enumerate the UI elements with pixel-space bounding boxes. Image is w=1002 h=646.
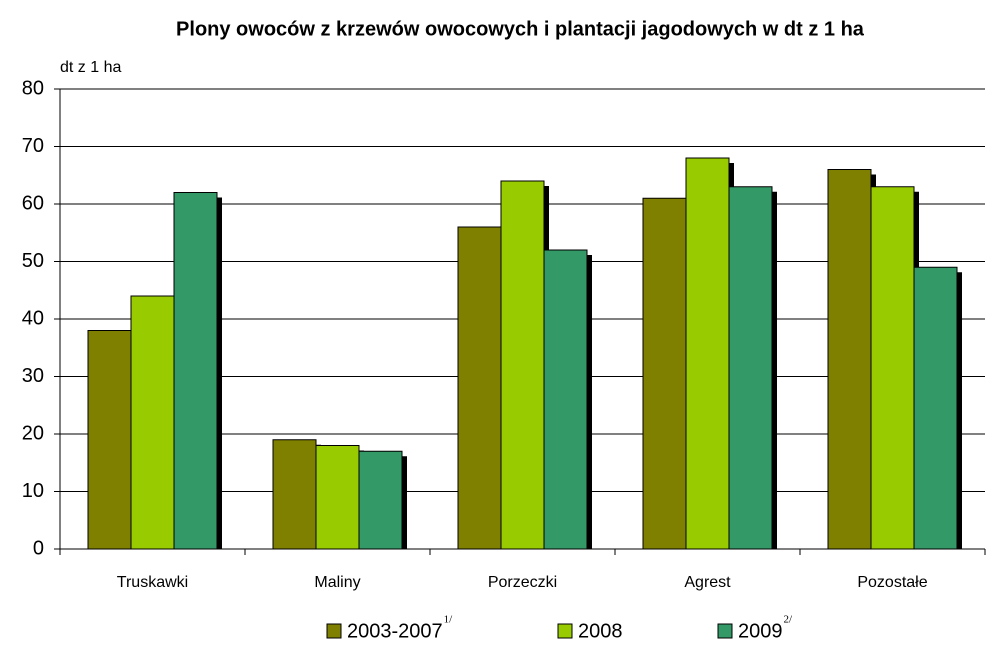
legend-swatch <box>717 623 733 639</box>
bar <box>728 186 773 550</box>
legend-label: 2009 <box>738 620 783 642</box>
y-tick-label: 20 <box>22 422 44 444</box>
bar <box>272 439 317 550</box>
bar <box>870 186 915 550</box>
bar <box>500 180 545 550</box>
legend-note: 1/ <box>444 614 454 626</box>
bar <box>457 226 502 550</box>
y-axis-label: dt z 1 ha <box>60 59 121 76</box>
bar <box>130 295 175 550</box>
x-tick-label: Pozostałe <box>857 574 927 591</box>
y-tick-label: 60 <box>22 192 44 214</box>
chart-title: Plony owoców z krzewów owocowych i plant… <box>176 18 865 40</box>
y-tick-label: 80 <box>22 77 44 99</box>
x-tick-label: Truskawki <box>117 574 188 591</box>
bar <box>685 157 730 550</box>
y-tick-label: 30 <box>22 365 44 387</box>
y-tick-label: 10 <box>22 480 44 502</box>
legend-note: 2/ <box>784 614 794 626</box>
y-tick-label: 70 <box>22 135 44 157</box>
bar <box>173 192 218 550</box>
legend-swatch <box>326 623 342 639</box>
y-tick-label: 0 <box>33 537 44 559</box>
bar <box>913 266 958 550</box>
x-tick-label: Maliny <box>314 574 360 591</box>
bar <box>543 249 588 550</box>
bar <box>642 197 687 550</box>
bar <box>315 445 360 550</box>
y-tick-label: 40 <box>22 307 44 329</box>
legend-label: 2003-2007 <box>347 620 443 642</box>
bar <box>358 450 403 550</box>
x-tick-label: Porzeczki <box>488 574 557 591</box>
y-tick-label: 50 <box>22 250 44 272</box>
bar <box>827 169 872 550</box>
legend-label: 2008 <box>578 620 623 642</box>
legend-swatch <box>557 623 573 639</box>
x-tick-label: Agrest <box>684 574 731 591</box>
bar <box>87 330 132 550</box>
